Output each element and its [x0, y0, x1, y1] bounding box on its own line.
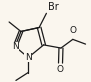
- Text: N: N: [12, 42, 18, 51]
- Text: Br: Br: [48, 2, 59, 12]
- Text: O: O: [69, 26, 76, 35]
- Text: O: O: [56, 65, 63, 74]
- Text: N: N: [25, 53, 32, 62]
